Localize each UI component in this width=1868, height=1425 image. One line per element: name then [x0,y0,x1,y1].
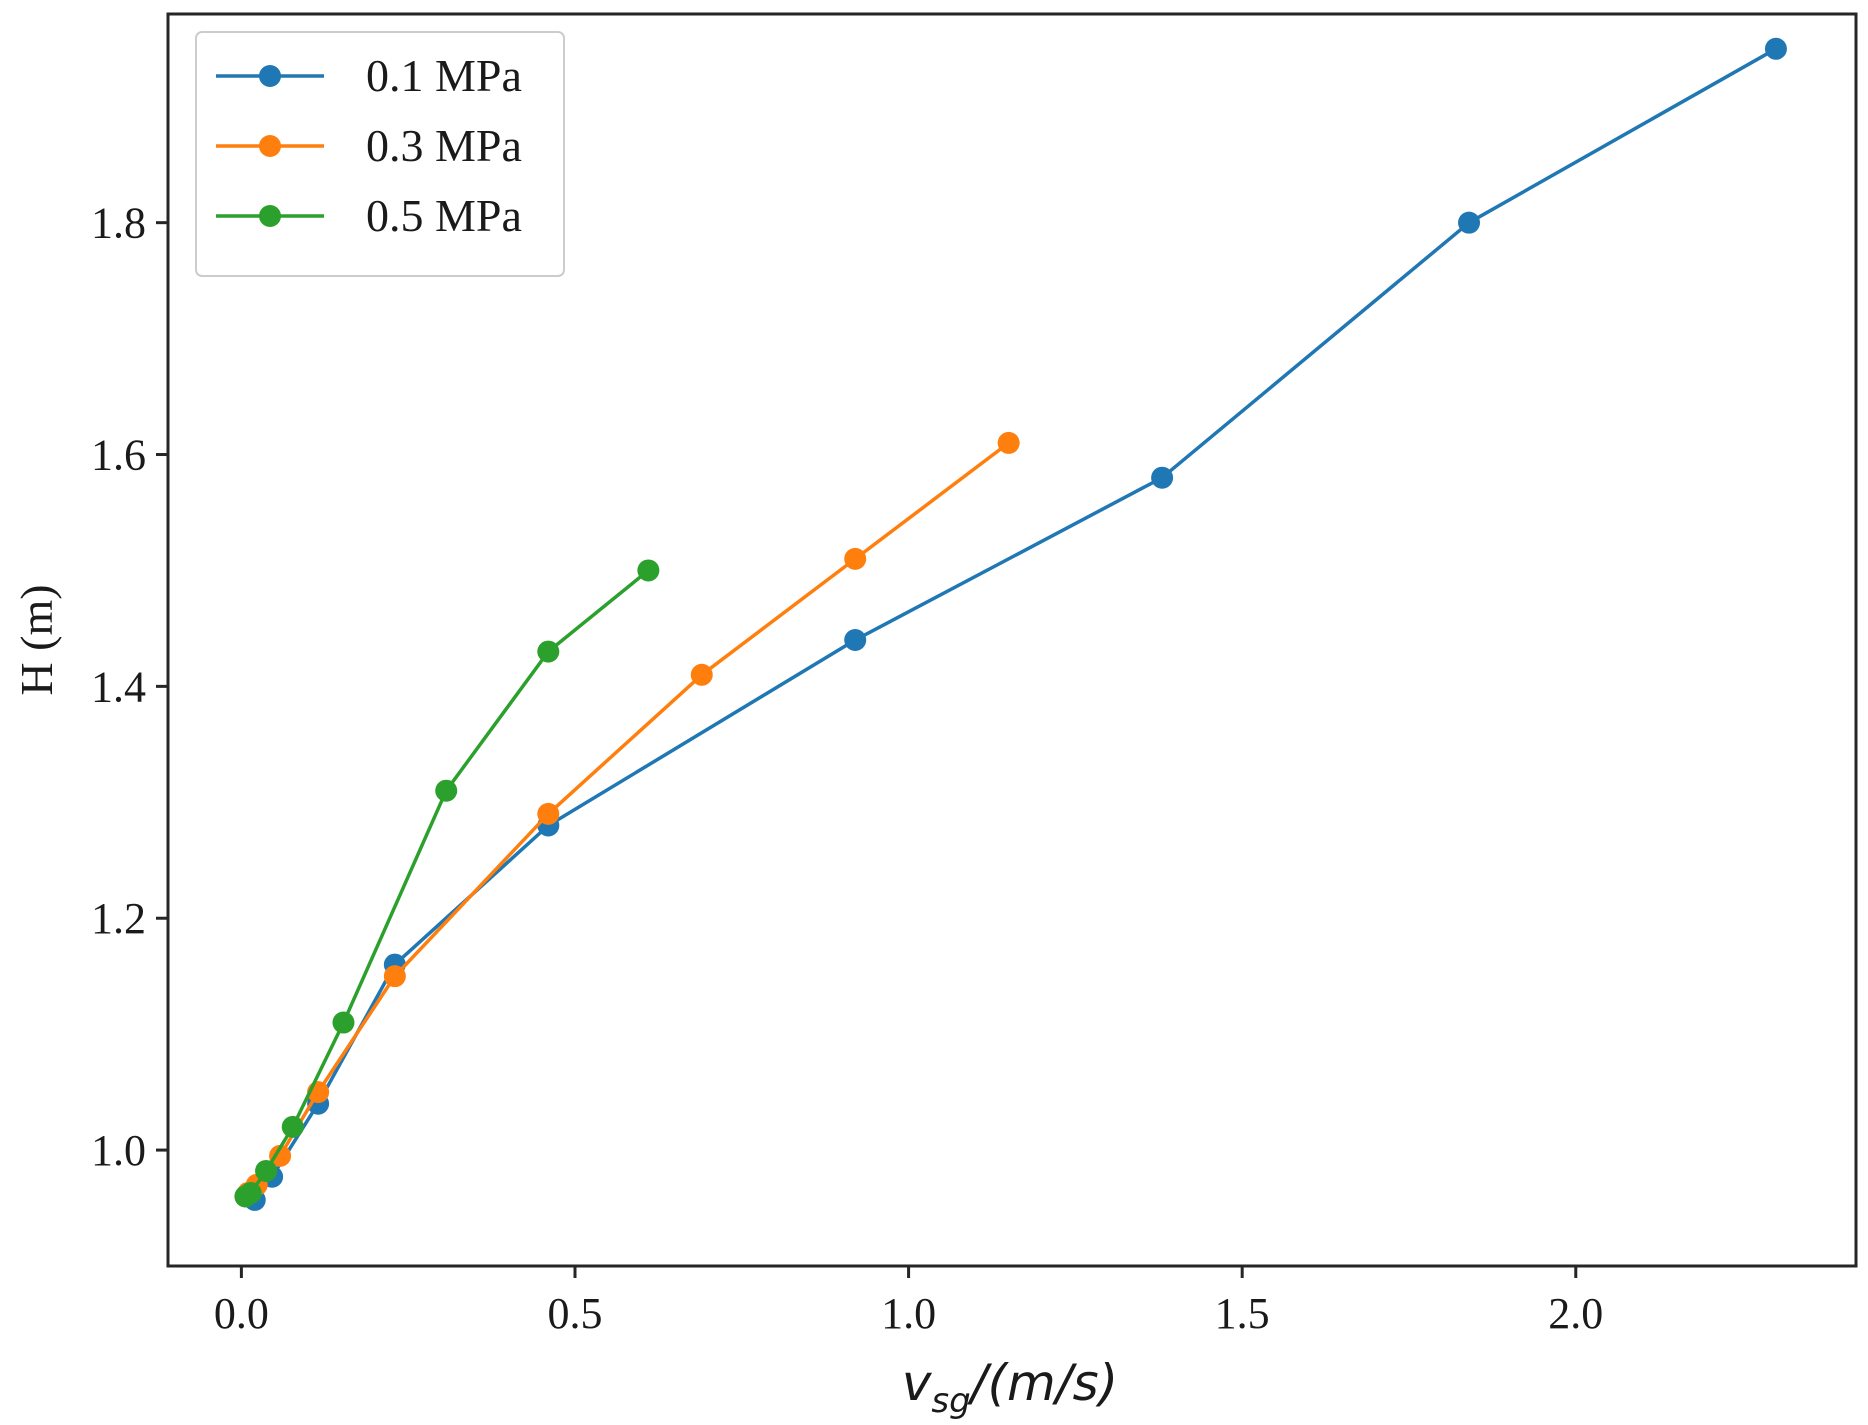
data-point [332,1011,355,1034]
legend-marker [259,135,281,157]
data-point [255,1159,278,1182]
y-tick-label: 1.2 [91,894,146,943]
legend-label: 0.5 MPa [366,190,522,241]
data-point [281,1115,304,1138]
legend-label: 0.3 MPa [366,120,522,171]
legend-entry: 0.5 MPa [216,190,522,241]
legend: 0.1 MPa 0.3 MPa 0.5 MPa [195,31,565,277]
series-2 [234,559,660,1208]
legend-entries: 0.1 MPa 0.3 MPa 0.5 MPa [216,50,522,241]
data-point [1764,37,1787,60]
x-tick-label: 1.5 [1215,1289,1270,1338]
data-point [690,663,713,686]
legend-marker [259,205,281,227]
x-axis-label: vsg/(m/s) [902,1354,1118,1420]
data-point [1458,211,1481,234]
data-point [239,1181,262,1204]
y-tick-label: 1.0 [91,1126,146,1175]
x-axis-label-base: v [902,1354,933,1412]
data-point [637,559,660,582]
data-point [537,640,560,663]
plot-frame [166,12,1858,1268]
x-axis-label-sub: sg [931,1381,970,1420]
x-tick-label: 0.0 [214,1289,269,1338]
legend-entry: 0.1 MPa [216,50,522,101]
y-axis-label: H (m) [11,584,62,695]
x-tick-label: 1.0 [881,1289,936,1338]
data-point [435,779,458,802]
data-point [383,965,406,988]
legend-label: 0.1 MPa [366,50,522,101]
axis-ticks: 0.0 0.5 1.0 1.5 2.0 1.0 1.2 1.4 1.6 1.8 [91,199,1603,1338]
x-tick-label: 2.0 [1548,1289,1603,1338]
data-point [269,1144,292,1167]
legend-entry: 0.3 MPa [216,120,522,171]
data-point [1151,466,1174,489]
y-tick-label: 1.4 [91,662,146,711]
data-point [844,547,867,570]
y-tick-label: 1.8 [91,199,146,248]
series-layer [234,37,1787,1211]
x-axis-label-rest: /(m/s) [967,1354,1118,1412]
x-tick-label: 0.5 [547,1289,602,1338]
data-point [997,431,1020,454]
data-point [537,802,560,825]
data-point [844,629,867,651]
legend-marker [259,65,281,87]
y-tick-label: 1.6 [91,431,146,480]
